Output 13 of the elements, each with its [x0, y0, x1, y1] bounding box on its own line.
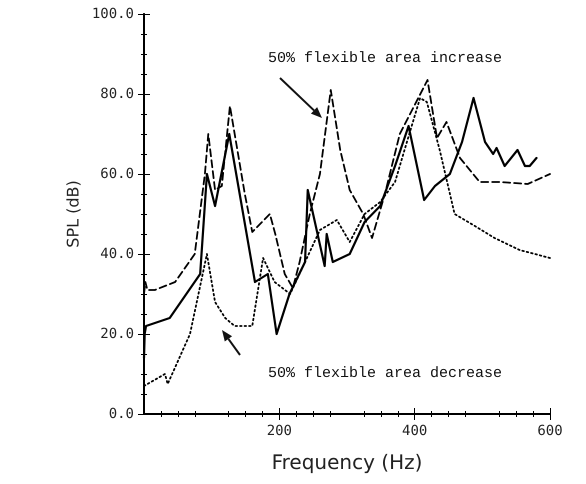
y-axis-title: SPL (dB) [63, 180, 82, 248]
y-tick-label: 40.0 [100, 246, 134, 262]
y-tick-label: 100.0 [92, 6, 134, 22]
x-tick-label: 400 [402, 423, 428, 439]
annotation: 50% flexible area decrease [268, 365, 502, 382]
x-tick-label: 200 [266, 423, 292, 439]
x-tick-label: 600 [537, 423, 563, 439]
x-axis-title: Frequency (Hz) [272, 450, 422, 474]
y-tick-label: 0.0 [108, 406, 134, 422]
y-tick-label: 80.0 [100, 86, 134, 102]
y-tick-label: 20.0 [100, 326, 134, 342]
annotation: 50% flexible area increase [268, 50, 502, 67]
y-tick-label: 60.0 [100, 166, 134, 182]
